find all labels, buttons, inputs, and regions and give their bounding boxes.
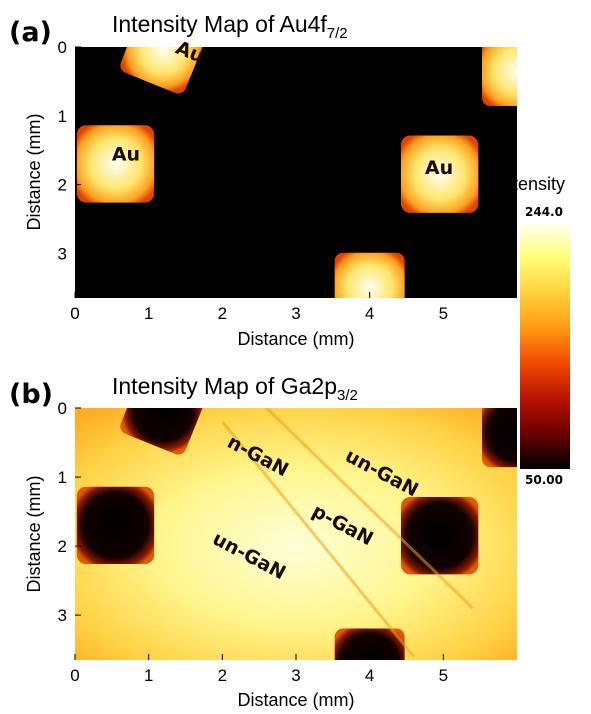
panel-b-y-tick-label-1: 1 bbox=[58, 468, 67, 487]
panel-a-title-subscript: 7/2 bbox=[327, 25, 348, 42]
panel-b-x-axis-label: Distance (mm) bbox=[237, 690, 354, 710]
panel-a-x-tick-label-5: 5 bbox=[439, 304, 448, 323]
panel-b-pad-5 bbox=[334, 628, 405, 660]
panel-a-y-tick-label-3: 3 bbox=[58, 244, 67, 263]
panel-b-y-tick-label-2: 2 bbox=[58, 537, 67, 556]
panel-b-y-tick-label-3: 3 bbox=[58, 606, 67, 625]
panel-a-y-tick-label-1: 1 bbox=[58, 107, 67, 126]
panel-a-pad-3 bbox=[400, 135, 479, 213]
panel-b-title-main: Intensity Map of Ga2p bbox=[112, 373, 337, 399]
panel-b-pad-4 bbox=[482, 408, 517, 468]
panel-a-x-tick-label-4: 4 bbox=[365, 304, 374, 323]
panel-a-pad-5 bbox=[334, 252, 405, 298]
colorbar: Intensity 244.0 50.00 bbox=[498, 174, 570, 487]
panel-b-stripe-2 bbox=[265, 408, 474, 610]
panel-a-x-tick-label-1: 1 bbox=[144, 304, 153, 323]
panel-b: (b) Intensity Map of Ga2p3/2 n-GaN un-GaN… bbox=[9, 373, 517, 710]
panel-b-pad-2 bbox=[76, 486, 155, 565]
panel-a-title: Intensity Map of Au4f7/2 bbox=[112, 11, 348, 42]
panel-a-title-main: Intensity Map of Au4f bbox=[112, 11, 327, 37]
panel-b-y-tick-label-0: 0 bbox=[58, 399, 67, 418]
panel-b-pad-1 bbox=[120, 408, 207, 455]
panel-a-region-label-3: Au bbox=[425, 157, 453, 179]
panel-a-region-label-2: Au bbox=[112, 143, 140, 165]
panel-b-x-tick-label-5: 5 bbox=[439, 666, 448, 685]
panel-b-y-axis-label: Distance (mm) bbox=[24, 475, 44, 592]
panel-b-x-tick-label-4: 4 bbox=[365, 666, 374, 685]
panel-a-pad-2 bbox=[76, 125, 155, 203]
panel-a-y-ticks: 0 1 2 3 bbox=[58, 38, 81, 263]
panel-a-y-tick-label-0: 0 bbox=[58, 38, 67, 57]
panel-b-pad-3 bbox=[400, 497, 479, 575]
panel-a-x-axis-label: Distance (mm) bbox=[237, 329, 354, 349]
panel-b-x-tick-label-3: 3 bbox=[291, 666, 300, 685]
panel-a-pad-4 bbox=[482, 47, 517, 107]
panel-b-stripe-1 bbox=[221, 420, 416, 658]
colorbar-min-label: 50.00 bbox=[525, 473, 563, 487]
panel-b-y-ticks: 0 1 2 3 bbox=[58, 399, 81, 625]
panel-b-label: (b) bbox=[9, 379, 53, 410]
panel-a-x-tick-label-0: 0 bbox=[70, 304, 79, 323]
panel-b-squares bbox=[76, 408, 517, 660]
panel-a-pad-1 bbox=[120, 47, 207, 94]
panel-a-x-ticks: 0 1 2 3 4 5 bbox=[70, 292, 448, 323]
panel-a-squares bbox=[76, 47, 517, 298]
panel-b-x-ticks: 0 1 2 3 4 5 bbox=[70, 654, 448, 685]
panel-b-title-subscript: 3/2 bbox=[337, 387, 358, 404]
panel-a-x-tick-label-2: 2 bbox=[218, 304, 227, 323]
colorbar-max-label: 244.0 bbox=[525, 205, 563, 219]
panel-a-y-tick-label-2: 2 bbox=[58, 176, 67, 195]
panel-a-x-tick-label-3: 3 bbox=[291, 304, 300, 323]
panel-b-x-tick-label-1: 1 bbox=[144, 666, 153, 685]
panel-a-label: (a) bbox=[9, 17, 52, 48]
colorbar-gradient bbox=[520, 222, 570, 469]
panel-b-title: Intensity Map of Ga2p3/2 bbox=[112, 373, 358, 404]
panel-a-y-axis-label: Distance (mm) bbox=[24, 113, 44, 230]
panel-b-x-tick-label-0: 0 bbox=[70, 666, 79, 685]
colorbar-title: Intensity bbox=[498, 174, 565, 194]
panel-b-x-tick-label-2: 2 bbox=[218, 666, 227, 685]
